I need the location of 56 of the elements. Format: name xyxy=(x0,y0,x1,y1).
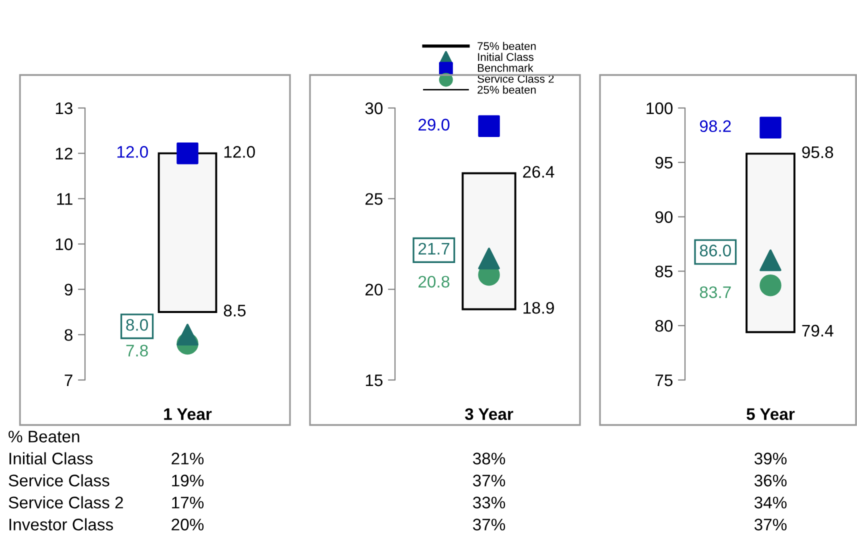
text: Initial Class xyxy=(10,452,93,464)
annotation: 12.0 xyxy=(117,146,148,158)
y-tick-label: 80 xyxy=(655,320,673,332)
legend-label: Benchmark xyxy=(478,64,534,72)
y-tick-label: 20 xyxy=(365,284,383,296)
y-tick-label: 85 xyxy=(655,266,672,278)
text: 75% beaten xyxy=(478,42,536,50)
text: Service Class 2 xyxy=(8,496,123,508)
data-label: 83.7 xyxy=(700,286,731,298)
text: 39% xyxy=(754,452,787,464)
text: 21% xyxy=(172,452,204,464)
text: 34% xyxy=(754,496,787,508)
annotation: 95.8 xyxy=(802,146,834,158)
data-label: 21.7 xyxy=(418,242,450,254)
y-tick-label: 90 xyxy=(655,211,673,224)
y-tick-label: 15 xyxy=(366,374,382,386)
text: 19% xyxy=(172,474,204,486)
annotation: 26.4 xyxy=(523,166,554,178)
y-tick-label: 30 xyxy=(365,102,383,114)
text: 25% beaten xyxy=(478,86,536,94)
text: 38% xyxy=(472,452,506,464)
text: 37% xyxy=(754,518,787,530)
y-tick-label: 75 xyxy=(656,374,672,386)
y-tick-label: 8 xyxy=(64,329,72,341)
y-tick-label: 95 xyxy=(655,156,672,169)
data-label: 98.2 xyxy=(700,120,731,132)
text: 33% xyxy=(472,496,506,508)
text: 37% xyxy=(472,518,506,530)
x-tick-label: 3 Year xyxy=(464,408,514,420)
annotation: 8.5 xyxy=(224,304,246,316)
annotation: 79.4 xyxy=(802,324,834,337)
data-label: 7.8 xyxy=(126,344,148,357)
text: % Beaten xyxy=(8,430,80,442)
y-tick-label: 11 xyxy=(57,193,72,205)
text: 17% xyxy=(172,496,204,508)
text: 36% xyxy=(754,474,787,486)
legend-label: Initial Class xyxy=(478,52,534,61)
y-tick-label: 7 xyxy=(64,374,72,386)
y-tick-label: 13 xyxy=(56,102,72,114)
data-label: 12.0 xyxy=(224,146,255,158)
x-tick-label: 5 Year xyxy=(746,408,795,420)
text: 37% xyxy=(472,474,506,486)
data-label: 29.0 xyxy=(418,118,450,131)
y-tick-label: 25 xyxy=(365,193,382,205)
annotation: 18.9 xyxy=(524,302,554,314)
text: Service Class xyxy=(8,474,110,486)
y-tick-label: 12 xyxy=(56,148,72,160)
y-tick-label: 9 xyxy=(64,284,72,296)
data-label: 20.8 xyxy=(418,276,450,288)
y-tick-label: 100 xyxy=(646,102,673,114)
data-label: 86.0 xyxy=(700,244,731,256)
text: Investor Class xyxy=(10,518,113,530)
x-tick-label: 1 Year xyxy=(164,408,212,420)
y-tick-label: 10 xyxy=(56,238,73,250)
text: 20% xyxy=(172,518,204,530)
data-label: 8.0 xyxy=(126,319,148,331)
